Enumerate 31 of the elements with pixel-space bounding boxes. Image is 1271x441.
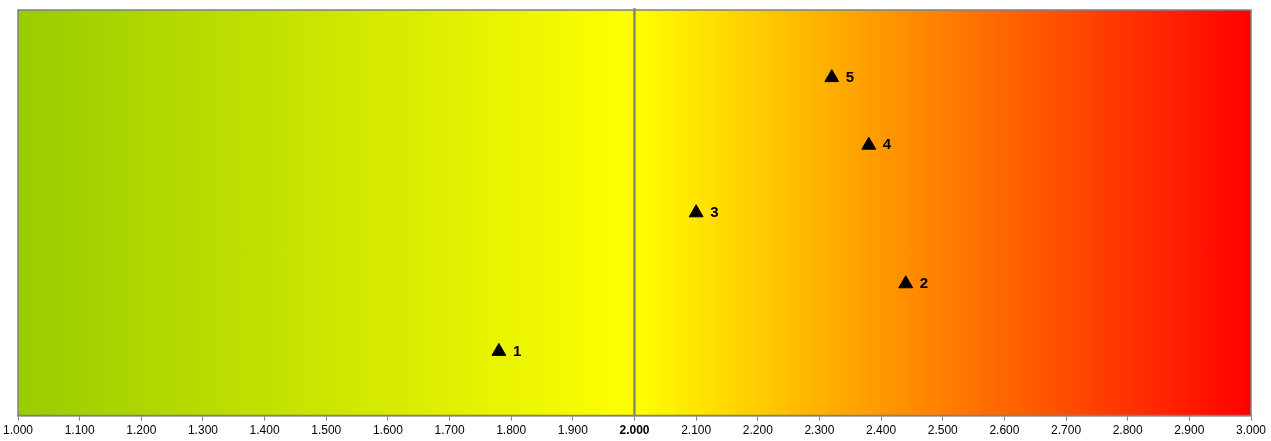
point (688, 204, 704, 218)
point (491, 342, 507, 356)
x-tick-label: 2.600 (989, 423, 1020, 438)
x-tick-label: 1.200 (126, 423, 157, 438)
x-tick-label: 2.500 (927, 423, 959, 438)
x-tick-label: 1.500 (311, 423, 342, 438)
annotation: 3 (710, 202, 719, 220)
point (861, 136, 877, 150)
x-tick-label: 2.000 (619, 423, 650, 438)
x-tick-label: 2.900 (1174, 423, 1205, 438)
point (824, 69, 840, 83)
point (898, 275, 914, 289)
x-tick-label: 3.000 (1235, 423, 1267, 438)
x-tick-label: 1.600 (372, 423, 404, 438)
annotation: 1 (512, 341, 522, 359)
annotation: 5 (845, 67, 855, 85)
x-tick-label: 1.400 (249, 423, 280, 438)
annotation: 4 (882, 135, 892, 153)
x-tick-label: 2.800 (1112, 423, 1144, 438)
x-tick-label: 2.300 (804, 423, 835, 438)
x-tick-label: 1.000 (3, 423, 34, 438)
x-tick-label: 1.100 (64, 423, 95, 438)
x-tick-label: 2.200 (742, 423, 774, 438)
x-tick-label: 2.100 (681, 423, 712, 438)
annotation: 2 (919, 273, 929, 291)
x-tick-label: 1.900 (557, 423, 589, 438)
x-tick-label: 2.400 (866, 423, 897, 438)
x-tick-label: 2.700 (1051, 423, 1082, 438)
x-tick-label: 1.800 (496, 423, 527, 438)
x-tick-label: 1.700 (434, 423, 465, 438)
x-tick-label: 1.300 (187, 423, 219, 438)
